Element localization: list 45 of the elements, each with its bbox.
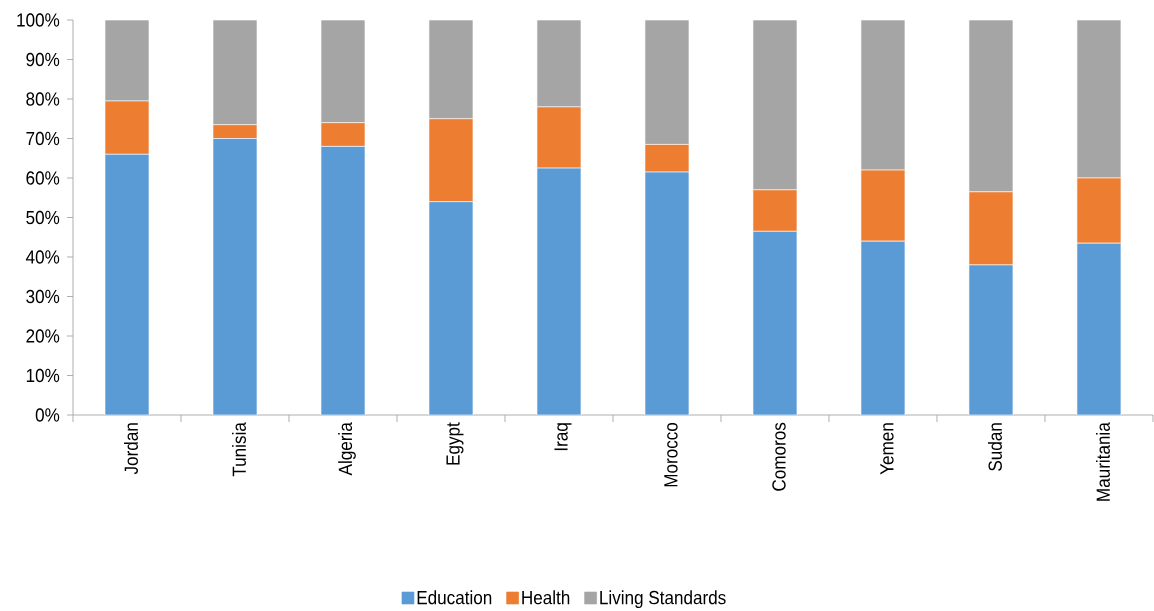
x-tick-label: Algeria xyxy=(338,422,356,476)
legend-label: Living Standards xyxy=(600,590,726,609)
bar xyxy=(212,138,258,415)
y-tick-label: 60% xyxy=(26,171,60,185)
bar xyxy=(860,240,906,415)
bar xyxy=(320,20,366,123)
y-tick-label: 70% xyxy=(26,131,60,146)
x-tick-label: Jordan xyxy=(124,423,138,475)
bar xyxy=(536,167,582,415)
bar xyxy=(644,144,690,173)
x-tick-label: Mauritania xyxy=(1095,422,1110,501)
bar xyxy=(752,20,798,191)
y-tick-label: 40% xyxy=(25,250,60,264)
bar xyxy=(320,146,366,415)
bar xyxy=(644,171,690,415)
bar xyxy=(104,20,150,102)
y-tick-label: 0% xyxy=(35,408,60,422)
x-tick-label: Yemen xyxy=(880,423,894,475)
y-tick-label: 10% xyxy=(26,368,60,383)
x-tick-label: Morocco xyxy=(664,422,678,487)
x-tick-label: Egypt xyxy=(446,422,464,465)
y-tick-label: 100% xyxy=(17,13,60,27)
bar xyxy=(752,231,798,415)
bar xyxy=(104,154,150,415)
bar xyxy=(428,201,474,415)
x-tick-label: Sudan xyxy=(987,423,1002,471)
bar xyxy=(968,20,1014,193)
bar xyxy=(428,20,474,120)
bar xyxy=(536,20,582,108)
y-tick-label: 30% xyxy=(26,289,60,304)
bar xyxy=(1076,242,1122,415)
bar xyxy=(644,20,690,145)
y-tick-label: 80% xyxy=(26,92,60,106)
bar xyxy=(968,264,1014,415)
y-tick-label: 20% xyxy=(26,329,60,343)
x-tick-label: Tunisia xyxy=(232,422,246,477)
legend-label: Education xyxy=(417,590,492,605)
legend-label: Health xyxy=(522,590,570,605)
x-tick-label: Iraq xyxy=(554,423,572,451)
bar xyxy=(212,20,258,125)
y-tick-label: 90% xyxy=(26,52,60,67)
y-tick-label: 50% xyxy=(26,210,60,225)
x-tick-label: Comoros xyxy=(772,422,786,491)
bar xyxy=(860,20,906,171)
bar xyxy=(1076,20,1122,179)
